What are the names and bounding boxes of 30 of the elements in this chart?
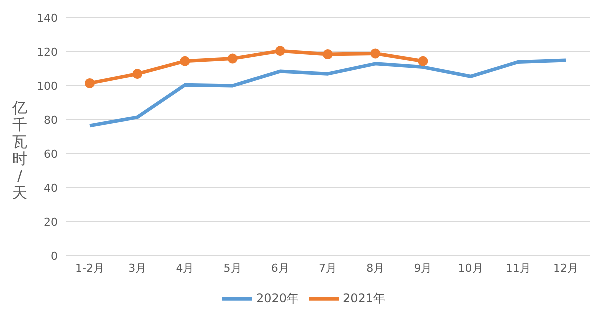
y-tick-label: 100 [37, 80, 58, 93]
y-tick-label: 60 [44, 148, 58, 161]
x-tick-label: 8月 [366, 262, 385, 275]
x-tick-label: 7月 [319, 262, 337, 275]
point [323, 50, 333, 60]
x-tick-label: 3月 [128, 262, 147, 275]
x-tick-label: 10月 [458, 262, 484, 275]
x-tick-label: 9月 [414, 262, 432, 275]
x-tick-label: 6月 [271, 262, 290, 275]
legend-label: 2021年 [343, 291, 386, 306]
x-tick-label: 1-2月 [76, 262, 104, 275]
x-tick-label: 5月 [224, 262, 242, 275]
point [132, 69, 143, 80]
point [275, 46, 286, 56]
y-tick-label: 80 [44, 114, 58, 127]
point [418, 56, 428, 66]
point [370, 48, 381, 59]
x-tick-label: 11月 [506, 262, 531, 275]
legend-label: 2020年 [256, 291, 299, 306]
y-tick-label: 0 [51, 250, 58, 263]
point [228, 54, 238, 64]
y-tick-label: 20 [44, 216, 58, 229]
x-tick-label: 4月 [176, 262, 194, 275]
y-axis-title: 亿千瓦时/天 [12, 99, 28, 202]
x-tick-label: 12月 [554, 262, 578, 275]
y-tick-label: 140 [37, 12, 58, 25]
point [85, 78, 95, 88]
y-tick-label: 40 [44, 182, 58, 195]
y-tick-label: 120 [37, 46, 58, 59]
point [180, 56, 190, 66]
